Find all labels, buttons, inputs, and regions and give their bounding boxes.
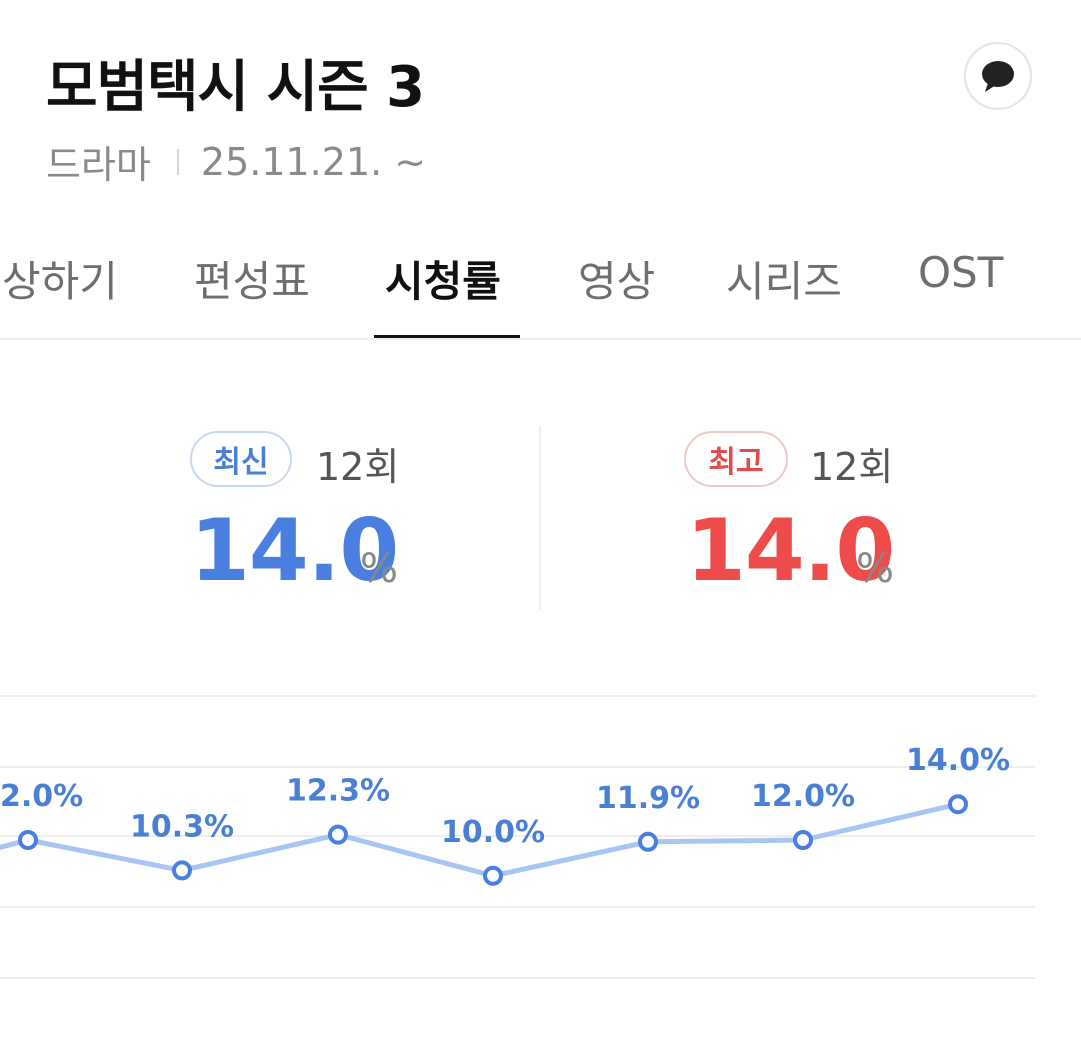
page-title: 모범택시 시즌 3 <box>46 55 425 120</box>
active-tab-indicator <box>374 335 520 339</box>
tab-video[interactable]: 영상 <box>578 257 656 306</box>
data-point[interactable] <box>793 830 813 850</box>
latest-episode: 12회 <box>316 445 400 489</box>
program-meta: 드라마 25.11.21. ~ <box>46 134 426 189</box>
best-rating-unit: % <box>856 546 895 592</box>
data-label: 12.0% <box>751 779 855 814</box>
data-point[interactable] <box>638 831 658 852</box>
data-label: 10.3% <box>130 809 234 844</box>
data-label: 12.3% <box>286 774 390 809</box>
ratings-chart: 2.0% 10.3% 12.3% 10.0% 11.9% 12.0% 14.0% <box>0 695 1035 979</box>
data-point[interactable] <box>172 860 192 881</box>
latest-rating-unit: % <box>360 546 399 592</box>
tab-bar: 상하기 편성표 시청률 영상 시리즈 OST <box>0 240 1081 340</box>
data-label: 10.0% <box>441 815 545 850</box>
tab-ratings[interactable]: 시청률 <box>385 257 501 306</box>
meta-divider <box>176 148 179 175</box>
comment-button[interactable] <box>964 42 1032 110</box>
genre-label: 드라마 <box>46 143 151 187</box>
latest-badge: 최신 <box>190 431 292 487</box>
latest-rating-value: 14.0 <box>190 501 399 601</box>
tab-bar-divider <box>0 338 1081 340</box>
data-point[interactable] <box>948 794 968 815</box>
data-point[interactable] <box>483 865 503 886</box>
tab-ost[interactable]: OST <box>918 248 1004 297</box>
tab-sanghagi[interactable]: 상하기 <box>2 257 118 306</box>
best-episode: 12회 <box>810 445 894 489</box>
air-date: 25.11.21. ~ <box>200 139 427 184</box>
data-point[interactable] <box>328 824 348 845</box>
data-label: 14.0% <box>906 743 1010 778</box>
best-rating-value: 14.0 <box>686 501 895 601</box>
data-label: 11.9% <box>596 781 700 816</box>
tab-series[interactable]: 시리즈 <box>726 257 842 306</box>
speech-bubble-icon <box>982 61 1014 92</box>
best-badge: 최고 <box>684 431 788 487</box>
tab-schedule[interactable]: 편성표 <box>194 257 310 306</box>
data-label: 2.0% <box>0 779 83 814</box>
stats-divider <box>539 426 541 610</box>
series-line <box>0 801 959 879</box>
data-point[interactable] <box>18 830 38 850</box>
